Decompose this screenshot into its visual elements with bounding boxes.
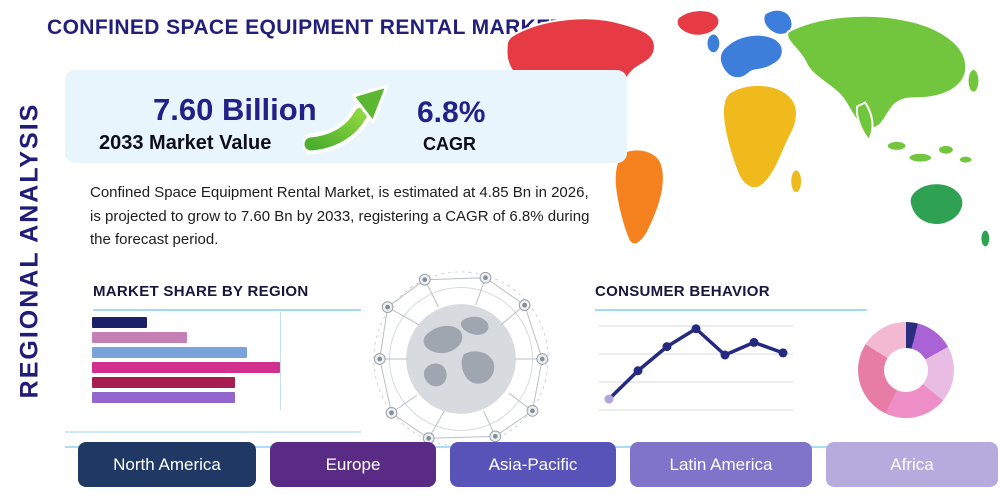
bar-segment — [92, 362, 280, 373]
bar-chart-gridline — [280, 312, 281, 410]
region-button-europe[interactable]: Europe — [270, 442, 436, 487]
map-greenland — [675, 9, 721, 37]
regional-analysis-vertical-label: REGIONAL ANALYSIS — [15, 102, 44, 399]
map-australia — [908, 182, 965, 226]
region-button-north-america[interactable]: North America — [78, 442, 256, 487]
page-title: CONFINED SPACE EQUIPMENT RENTAL MARKET — [47, 16, 564, 39]
market-value: 7.60 Billion — [153, 92, 317, 127]
region-button-latin-america[interactable]: Latin America — [630, 442, 812, 487]
cagr-value: 6.8% — [417, 96, 486, 129]
region-buttons-row: North America Europe Asia-Pacific Latin … — [78, 442, 998, 487]
network-nodes — [373, 271, 549, 445]
map-british-isles — [705, 32, 722, 55]
map-island-1 — [885, 139, 908, 152]
bar-segment — [92, 347, 247, 358]
market-description: Confined Space Equipment Rental Market, … — [90, 184, 590, 249]
globe-network-image — [373, 271, 549, 447]
bar-chart-underline — [65, 431, 361, 433]
growth-arrow-icon — [303, 84, 389, 155]
map-island-4 — [957, 154, 974, 165]
region-button-africa[interactable]: Africa — [826, 442, 998, 487]
map-india — [855, 101, 874, 142]
map-asia — [786, 14, 968, 130]
map-africa — [721, 83, 798, 190]
map-south-america — [613, 148, 665, 246]
map-new-zealand — [979, 228, 992, 249]
map-madagascar — [789, 168, 804, 195]
map-europe — [718, 33, 784, 80]
map-island-3 — [937, 143, 955, 156]
consumer-line-chart — [599, 324, 793, 411]
consumer-behavior-heading: CONSUMER BEHAVIOR — [595, 283, 867, 311]
bar-segment — [92, 392, 235, 403]
bar-segment — [92, 332, 187, 343]
consumer-donut-chart — [858, 322, 954, 418]
map-japan — [966, 68, 981, 94]
market-share-bar-chart — [92, 312, 292, 410]
cagr-label: CAGR — [423, 134, 476, 154]
market-share-heading: MARKET SHARE BY REGION — [93, 283, 361, 311]
map-island-2 — [907, 151, 934, 164]
bar-segment — [92, 317, 147, 328]
market-value-label: 2033 Market Value — [99, 132, 272, 154]
stats-panel: 7.60 Billion 2033 Market Value 6.8% CAGR — [65, 70, 627, 163]
bar-segment — [92, 377, 235, 388]
donut-hole — [884, 348, 928, 392]
region-button-asia-pacific[interactable]: Asia-Pacific — [450, 442, 616, 487]
